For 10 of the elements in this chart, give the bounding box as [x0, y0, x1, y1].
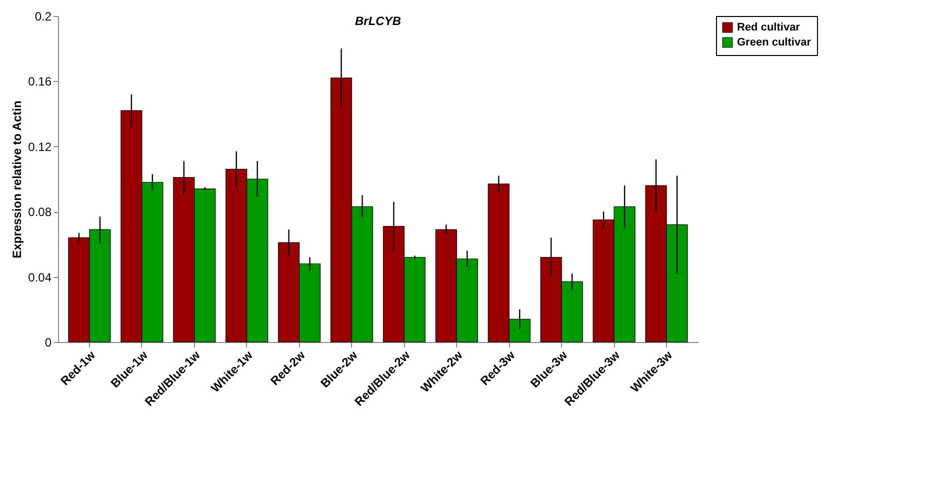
legend-label: Red cultivar	[737, 22, 801, 34]
y-tick-label: 0.08	[28, 205, 52, 220]
y-tick-label: 0	[44, 336, 52, 350]
y-tick-label: 0.2	[34, 10, 52, 24]
legend-label: Green cultivar	[737, 36, 812, 48]
y-tick-label: 0.12	[28, 140, 52, 154]
y-axis-title: Expression relative to Actin	[10, 100, 24, 258]
chart-title: BrLCYB	[354, 14, 402, 28]
y-tick-label: 0.04	[28, 270, 52, 284]
y-tick-label: 0.16	[28, 74, 52, 89]
